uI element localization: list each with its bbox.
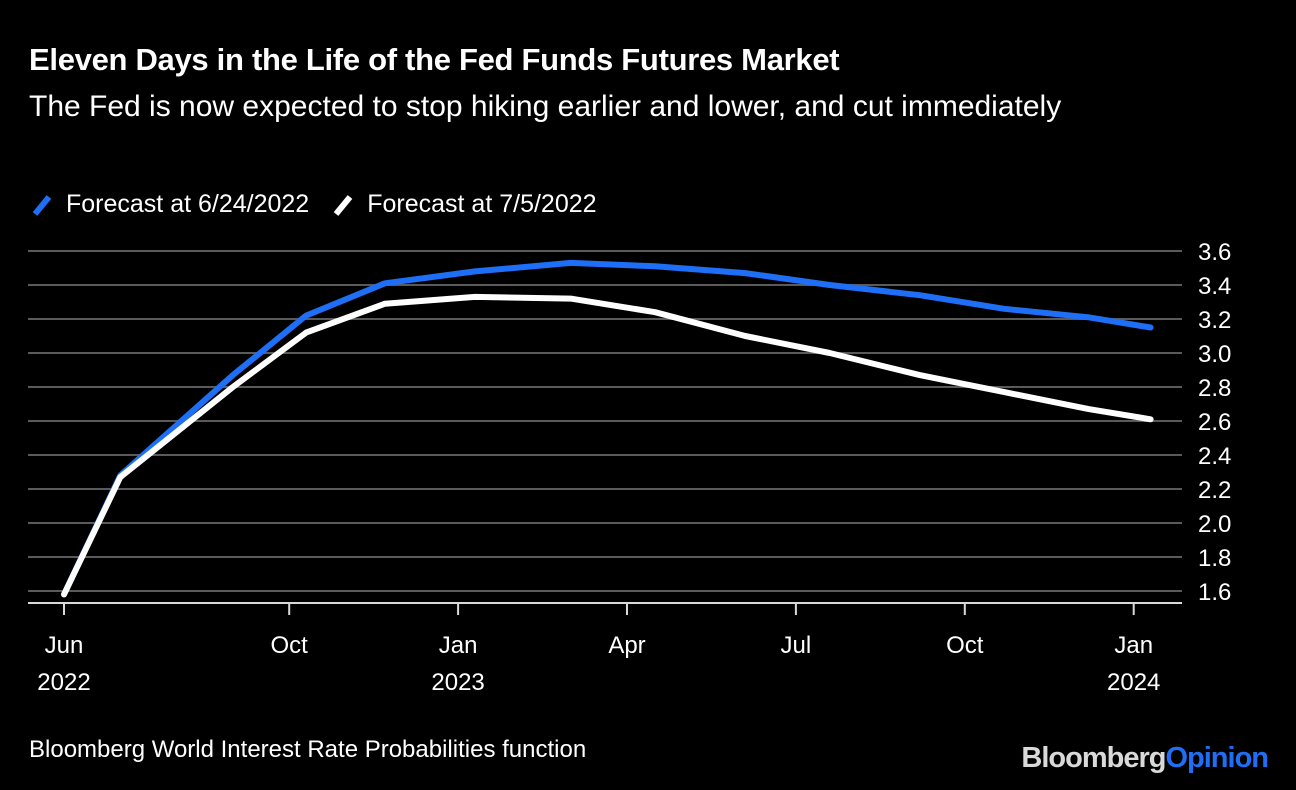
- x-tick-label: Jun: [45, 632, 84, 659]
- chart-subtitle: The Fed is now expected to stop hiking e…: [29, 90, 1062, 123]
- x-tick-year-label: 2022: [37, 669, 90, 696]
- x-tick-label: Oct: [946, 632, 984, 659]
- y-axis-ticks: 3.6 3.4 3.2 3.0 2.8 2.6 2.4 2.2 2.0 1.8 1.6: [1198, 239, 1231, 606]
- y-tick-label: 1.6: [1198, 579, 1231, 606]
- brand-logo: BloombergOpinion: [1021, 742, 1269, 775]
- series-lines: [61, 259, 1154, 598]
- legend-label: Forecast at 7/5/2022: [367, 190, 597, 218]
- legend-item-series-1: Forecast at 6/24/2022: [30, 190, 309, 219]
- y-tick-label: 3.4: [1198, 273, 1231, 300]
- brand-bloomberg: Bloomberg: [1021, 742, 1166, 774]
- x-tick-label: Jul: [781, 632, 812, 659]
- x-tick-label: Jan: [439, 632, 478, 659]
- y-tick-label: 2.2: [1198, 477, 1231, 504]
- source-note: Bloomberg World Interest Rate Probabilit…: [29, 736, 587, 763]
- brand-opinion: Opinion: [1165, 742, 1269, 774]
- x-tick-year-label: 2024: [1107, 669, 1160, 696]
- series-line-1: [61, 259, 1154, 598]
- grid-lines: [28, 250, 1182, 592]
- legend-swatch-blue-icon: [32, 194, 52, 216]
- y-tick-label: 1.8: [1198, 545, 1231, 572]
- y-tick-label: 2.6: [1198, 409, 1231, 436]
- y-tick-label: 2.8: [1198, 375, 1231, 402]
- y-tick-label: 3.0: [1198, 341, 1231, 368]
- x-tick-label: Oct: [271, 632, 309, 659]
- x-axis: Jun 2022 Oct Jan 2023 Apr Jul Oct Jan 2024: [28, 602, 1182, 696]
- legend: Forecast at 6/24/2022 Forecast at 7/5/20…: [30, 190, 619, 219]
- legend-swatch-white-icon: [333, 194, 353, 216]
- line-chart: 3.6 3.4 3.2 3.0 2.8 2.6 2.4 2.2 2.0 1.8 1.6 Jun 202…: [28, 239, 1231, 696]
- x-tick-year-label: 2023: [431, 669, 484, 696]
- chart-title: Eleven Days in the Life of the Fed Funds…: [29, 42, 840, 77]
- y-tick-label: 3.2: [1198, 307, 1231, 334]
- x-tick-label: Apr: [608, 632, 645, 659]
- y-tick-label: 2.0: [1198, 511, 1231, 538]
- y-tick-label: 3.6: [1198, 239, 1231, 266]
- y-tick-label: 2.4: [1198, 443, 1231, 470]
- series-line-2: [61, 293, 1154, 598]
- legend-item-series-2: Forecast at 7/5/2022: [331, 190, 597, 219]
- x-tick-label: Jan: [1114, 632, 1153, 659]
- legend-label: Forecast at 6/24/2022: [66, 190, 310, 218]
